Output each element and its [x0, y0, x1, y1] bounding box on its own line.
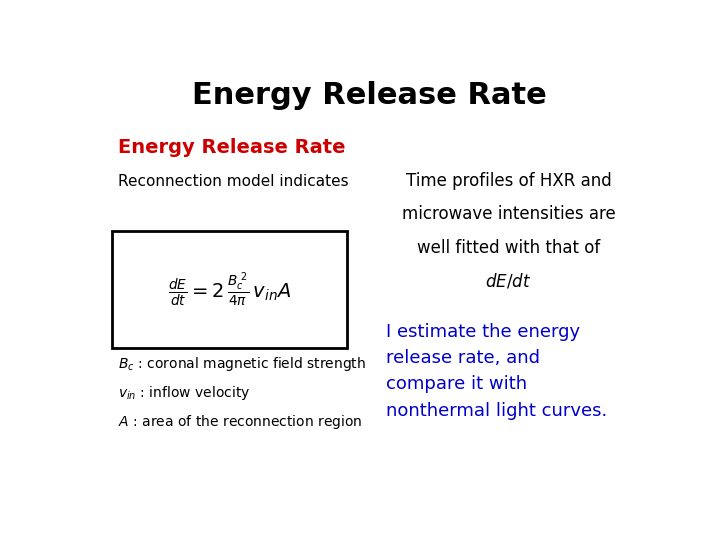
Text: Time profiles of HXR and: Time profiles of HXR and — [405, 172, 611, 190]
Text: Energy Release Rate: Energy Release Rate — [192, 82, 546, 111]
Text: $A$ : area of the reconnection region: $A$ : area of the reconnection region — [118, 414, 362, 431]
Text: $dE/dt$: $dE/dt$ — [485, 272, 531, 291]
Text: $v_{in}$ : inflow velocity: $v_{in}$ : inflow velocity — [118, 384, 251, 402]
Text: Energy Release Rate: Energy Release Rate — [118, 138, 346, 158]
Text: $B_c$ : coronal magnetic field strength: $B_c$ : coronal magnetic field strength — [118, 355, 366, 373]
FancyBboxPatch shape — [112, 231, 347, 348]
Text: I estimate the energy
release rate, and
compare it with
nonthermal light curves.: I estimate the energy release rate, and … — [386, 322, 607, 420]
Text: Reconnection model indicates: Reconnection model indicates — [118, 174, 348, 188]
Text: well fitted with that of: well fitted with that of — [417, 239, 600, 256]
Text: $\mathit{\frac{dE}{dt} = 2\,\frac{B_c^{\ 2}}{4\pi}\,v_{in}A}$: $\mathit{\frac{dE}{dt} = 2\,\frac{B_c^{\… — [168, 270, 291, 309]
Text: microwave intensities are: microwave intensities are — [402, 206, 616, 224]
